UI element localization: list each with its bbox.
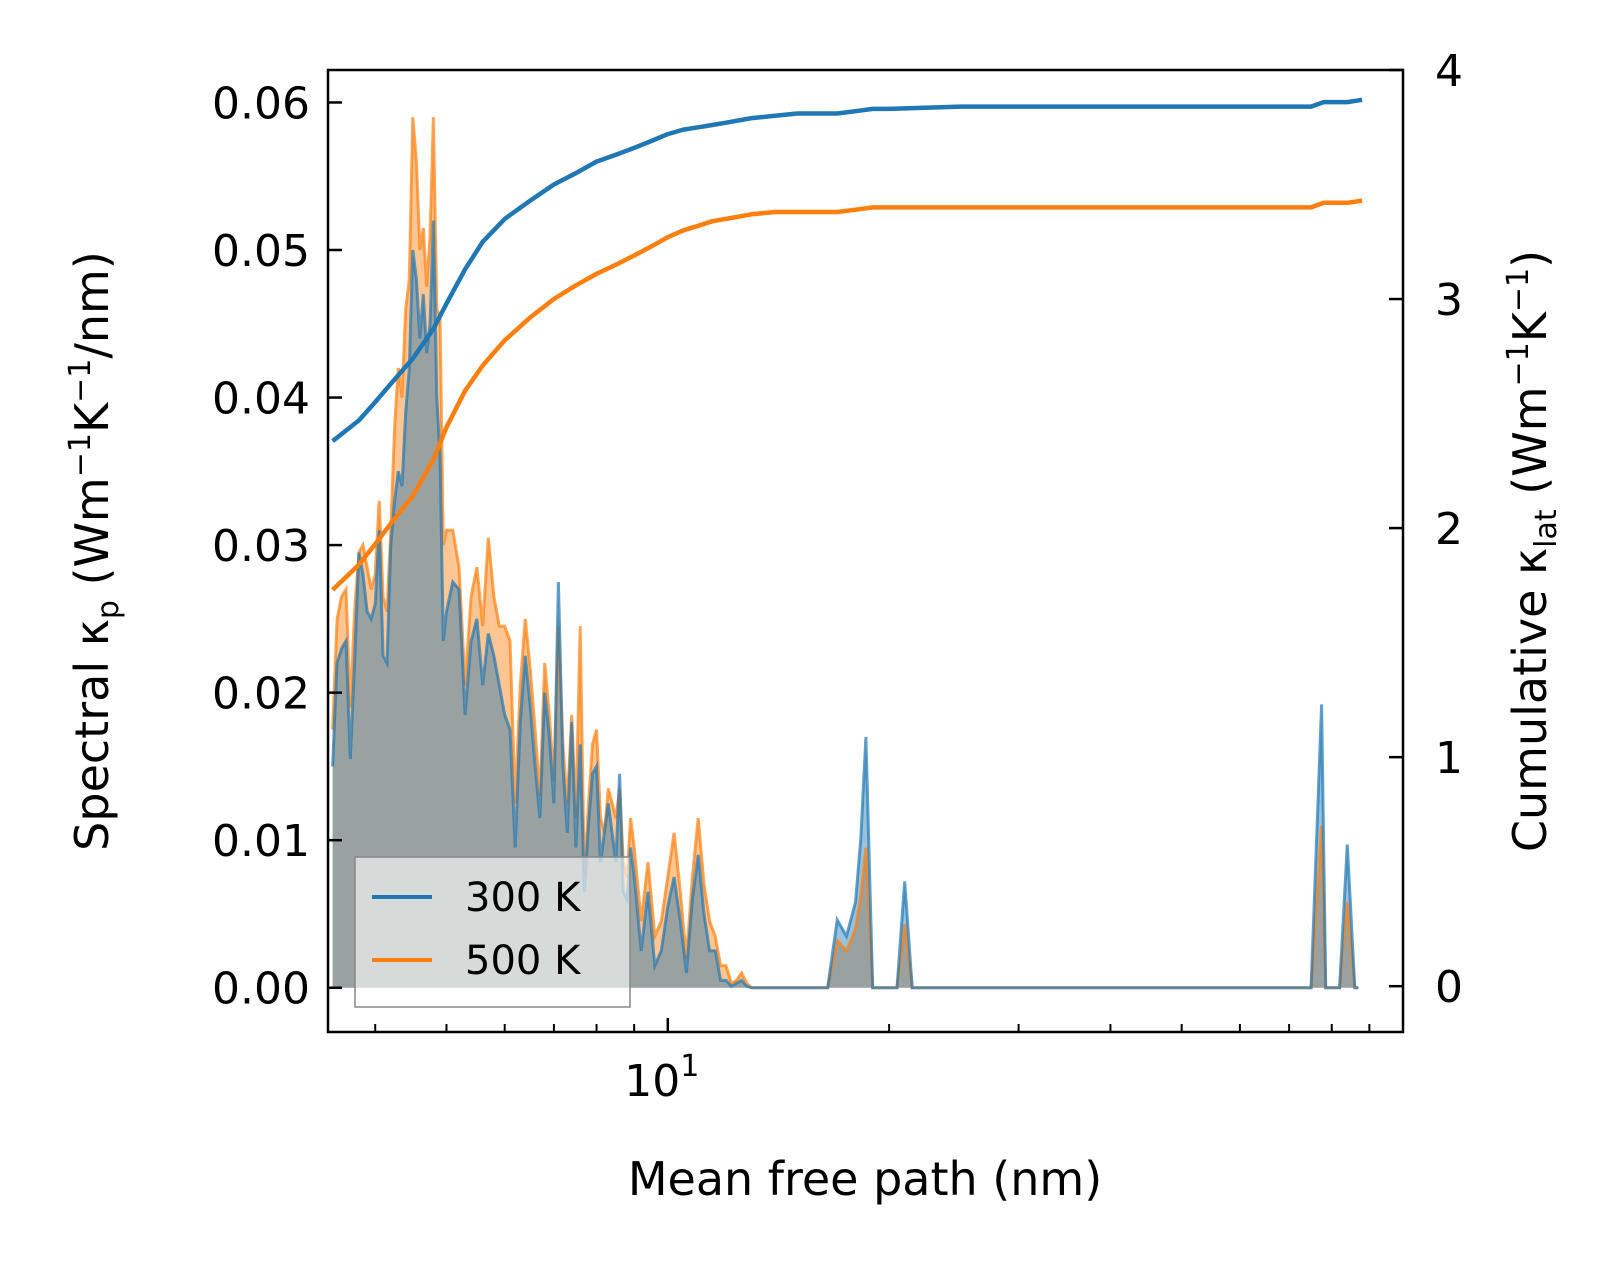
right-y-label-sub: lat <box>1529 509 1564 548</box>
left-y-label-unit: (Wm <box>65 477 119 600</box>
left-y-tick-label: 0.03 <box>212 521 310 572</box>
legend: 300 K 500 K <box>354 856 631 1008</box>
right-y-tick-label: 0 <box>1435 962 1463 1013</box>
left-y-label-exp2: −1 <box>63 359 98 403</box>
left-y-label-main: Spectral κ <box>65 619 119 851</box>
right-y-label-tail: ) <box>1503 250 1557 268</box>
left-y-tick-label: 0.05 <box>212 226 310 277</box>
right-y-axis-label: Cumulative κlat (Wm−1K−1) <box>1501 250 1564 852</box>
left-y-label-exp1: −1 <box>63 433 98 477</box>
data-lines <box>331 97 1363 592</box>
right-y-tick-label: 2 <box>1435 504 1463 555</box>
left-y-tick-label: 0.06 <box>212 78 310 129</box>
left-y-tick-label: 0.04 <box>212 374 310 425</box>
x-axis-label: Mean free path (nm) <box>628 1152 1102 1206</box>
right-y-label-main: Cumulative κ <box>1503 548 1557 852</box>
right-y-label-unit: (Wm <box>1503 386 1557 509</box>
left-y-label-tail: /nm) <box>65 251 119 358</box>
right-y-label-exp2: −1 <box>1501 268 1536 312</box>
spectral-line-300k <box>331 220 1359 990</box>
legend-box <box>354 856 631 1008</box>
spectral-line-500k <box>331 117 1359 990</box>
left-y-label-k: K <box>65 401 119 433</box>
left-y-tick-label: 0.02 <box>212 669 310 720</box>
right-y-tick-label: 4 <box>1435 46 1463 97</box>
left-y-axis-label: Spectral κp (Wm−1K−1/nm) <box>63 251 126 851</box>
cumulative-line-300k <box>331 97 1363 443</box>
right-y-tick-label: 1 <box>1435 733 1463 784</box>
right-y-tick-label: 3 <box>1435 275 1463 326</box>
left-y-tick-label: 0.01 <box>212 816 310 867</box>
legend-label-500k: 500 K <box>465 938 582 984</box>
right-y-label-exp1: −1 <box>1501 342 1536 386</box>
left-y-tick-label: 0.00 <box>212 964 310 1015</box>
x-tick-label-base: 10 <box>624 1056 680 1107</box>
left-y-label-sub: p <box>91 600 126 619</box>
x-tick-label: 101 <box>624 1049 699 1107</box>
right-y-label-k: K <box>1503 310 1557 342</box>
legend-label-300k: 300 K <box>465 875 582 921</box>
plot-area-frame <box>326 68 1405 1034</box>
cumulative-line-500k <box>331 198 1363 592</box>
x-tick-label-exponent: 1 <box>680 1049 699 1084</box>
